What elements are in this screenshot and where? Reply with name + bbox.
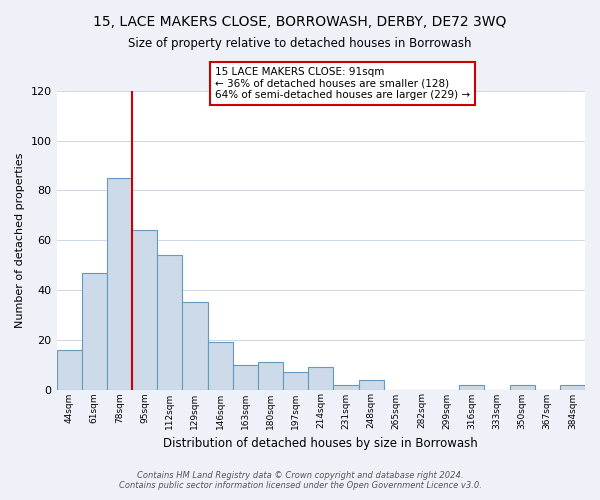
Bar (258, 362, 283, 390)
Text: Size of property relative to detached houses in Borrowash: Size of property relative to detached ho… (128, 38, 472, 51)
Bar (509, 384, 535, 390)
Bar (560, 384, 585, 390)
Bar (283, 372, 308, 390)
Bar (208, 342, 233, 390)
Text: 15 LACE MAKERS CLOSE: 91sqm
← 36% of detached houses are smaller (128)
64% of se: 15 LACE MAKERS CLOSE: 91sqm ← 36% of det… (215, 67, 470, 100)
Bar (157, 255, 182, 390)
Bar (334, 384, 359, 390)
Bar (56, 350, 82, 390)
Bar (359, 380, 383, 390)
Text: Contains HM Land Registry data © Crown copyright and database right 2024.
Contai: Contains HM Land Registry data © Crown c… (119, 470, 481, 490)
Bar (182, 302, 208, 390)
Bar (132, 230, 157, 390)
X-axis label: Distribution of detached houses by size in Borrowash: Distribution of detached houses by size … (163, 437, 478, 450)
Bar (308, 367, 334, 390)
Y-axis label: Number of detached properties: Number of detached properties (15, 152, 25, 328)
Bar (82, 272, 107, 390)
Bar (107, 178, 132, 390)
Bar (233, 364, 258, 390)
Text: 15, LACE MAKERS CLOSE, BORROWASH, DERBY, DE72 3WQ: 15, LACE MAKERS CLOSE, BORROWASH, DERBY,… (94, 15, 506, 29)
Bar (459, 384, 484, 390)
